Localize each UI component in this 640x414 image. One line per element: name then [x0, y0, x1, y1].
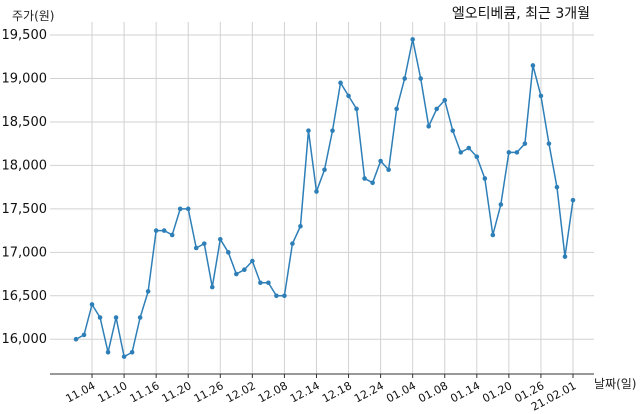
- data-point: [177, 206, 183, 212]
- y-tick-label: 17,000: [2, 245, 48, 260]
- x-tick-label: 11.16: [128, 379, 162, 405]
- data-points: [73, 37, 576, 359]
- x-tick-layer: 11.0411.1011.1611.2011.2612.0212.0812.14…: [64, 374, 578, 414]
- data-point: [570, 197, 576, 203]
- x-tick-label: 01.08: [416, 379, 450, 405]
- data-point: [121, 354, 127, 359]
- x-tick-label: 11.10: [96, 379, 130, 405]
- data-point: [410, 37, 415, 42]
- data-point: [250, 258, 255, 264]
- data-point: [314, 189, 319, 194]
- data-point: [81, 332, 87, 338]
- data-point: [153, 228, 159, 233]
- data-point: [137, 315, 143, 320]
- data-point: [530, 63, 536, 68]
- data-point: [193, 245, 199, 251]
- x-tick-label: 01.14: [448, 379, 482, 405]
- data-point: [490, 232, 496, 238]
- data-point: [338, 80, 343, 86]
- data-point: [258, 280, 263, 286]
- data-point: [362, 176, 367, 181]
- data-point: [562, 254, 568, 259]
- y-tick-layer: 16,000 16,500 17,000 17,500 18,000 18,500 19,0…: [2, 28, 48, 347]
- data-point: [274, 293, 279, 299]
- data-point: [266, 280, 271, 286]
- data-point: [129, 349, 135, 355]
- data-point: [290, 241, 295, 246]
- y-tick-label: 19,500: [2, 28, 48, 43]
- x-tick-label: 12.08: [256, 379, 290, 405]
- data-point: [226, 250, 231, 255]
- data-point: [201, 241, 207, 246]
- data-point: [113, 315, 119, 320]
- data-point: [498, 202, 504, 207]
- data-point: [538, 93, 544, 99]
- x-tick-label: 12.14: [288, 379, 322, 405]
- data-point: [546, 141, 552, 146]
- data-point: [322, 167, 327, 173]
- data-point: [169, 232, 175, 238]
- data-point: [554, 184, 560, 190]
- y-tick-label: 17,500: [2, 202, 48, 217]
- data-point: [442, 97, 448, 103]
- x-tick-label: 01.04: [384, 379, 418, 405]
- x-tick-label: 01.20: [480, 379, 514, 405]
- data-point: [234, 271, 239, 277]
- chart-title: 엘오티베큠, 최근 3개월: [452, 6, 590, 22]
- y-tick-label: 19,000: [2, 71, 48, 86]
- data-point: [209, 284, 215, 290]
- x-tick-label: 11.26: [192, 379, 226, 405]
- data-point: [418, 76, 423, 81]
- data-point: [458, 150, 464, 155]
- data-point: [514, 150, 520, 155]
- data-point: [89, 302, 95, 307]
- x-axis-label: 날짜(일): [594, 377, 636, 391]
- data-point: [466, 145, 472, 151]
- data-point: [386, 167, 391, 173]
- data-point: [402, 76, 407, 81]
- data-point: [73, 336, 79, 342]
- data-point: [482, 176, 488, 181]
- data-point: [370, 180, 375, 186]
- grid-layer: [50, 22, 594, 374]
- data-point: [434, 106, 440, 112]
- data-point: [450, 128, 456, 133]
- x-tick-label: 12.02: [224, 379, 258, 405]
- data-point: [506, 150, 512, 155]
- data-point: [298, 223, 303, 229]
- y-tick-label: 16,500: [2, 289, 48, 304]
- data-point: [306, 128, 311, 133]
- data-point: [217, 236, 223, 242]
- x-tick-label: 12.18: [320, 379, 354, 405]
- data-point: [97, 315, 103, 320]
- y-tick-label: 18,500: [2, 115, 48, 130]
- y-tick-label: 18,000: [2, 158, 48, 173]
- data-point: [426, 124, 432, 129]
- data-point: [330, 128, 335, 133]
- data-point: [474, 154, 480, 160]
- series-line: [75, 39, 574, 358]
- data-point: [346, 93, 351, 99]
- data-point: [242, 267, 247, 273]
- data-point: [161, 228, 167, 233]
- y-tick-label: 16,000: [2, 332, 48, 347]
- x-tick-label: 11.04: [64, 379, 98, 405]
- data-point: [354, 106, 359, 112]
- data-point: [522, 141, 528, 146]
- x-tick-label: 12.24: [352, 379, 386, 405]
- data-point: [394, 106, 399, 112]
- x-tick-label: 11.20: [160, 379, 194, 405]
- data-point: [185, 206, 191, 212]
- y-axis-label: 주가(원): [12, 9, 54, 23]
- data-point: [105, 349, 111, 355]
- data-point: [282, 293, 287, 299]
- data-point: [378, 158, 383, 164]
- data-point: [145, 289, 151, 294]
